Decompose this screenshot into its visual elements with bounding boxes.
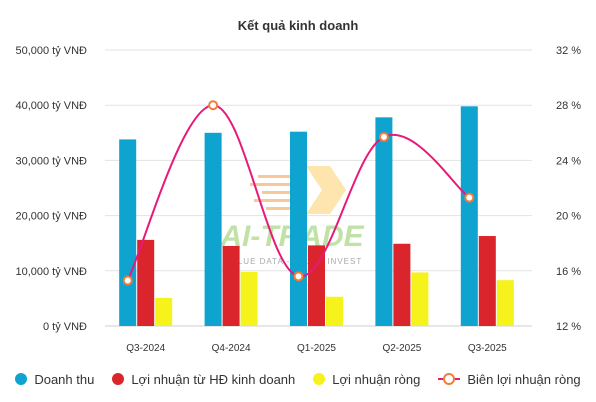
bar-operating-profit	[137, 239, 155, 326]
y-right-tick-label: 20 %	[556, 211, 581, 223]
chart-canvas: Kết quả kinh doanh AI-TRADE VALUE DATA -…	[15, 18, 581, 354]
legend: Doanh thu Lợi nhuận từ HĐ kinh doanh Lợi n…	[0, 364, 596, 394]
margin-point	[208, 100, 219, 111]
bar-revenue	[375, 117, 393, 327]
y-left-tick-label: 40,000 tỷ VNĐ	[15, 100, 87, 112]
legend-item[interactable]: Lợi nhuận ròng	[313, 372, 420, 387]
legend-label: Doanh thu	[34, 371, 95, 387]
y-right-tick-label: 16 %	[556, 266, 581, 278]
x-tick-label: Q1-2025	[297, 343, 336, 354]
margin-point	[122, 275, 133, 286]
margin-line-series	[122, 100, 475, 286]
legend-label: Lợi nhuận từ HĐ kinh doanh	[131, 371, 296, 387]
legend-dot-marker	[112, 373, 125, 385]
legend-dot-marker	[15, 373, 28, 385]
y-left-tick-label: 0 tỷ VNĐ	[43, 321, 87, 333]
bar-operating-profit	[222, 245, 240, 326]
y-right-tick-label: 32 %	[556, 45, 581, 57]
x-tick-label: Q4-2024	[212, 343, 251, 354]
bar-revenue	[119, 139, 137, 326]
legend-item[interactable]: Lợi nhuận từ HĐ kinh doanh	[112, 372, 295, 387]
bar-net-profit	[326, 296, 343, 326]
legend-label: Lợi nhuận ròng	[332, 371, 421, 387]
bar-net-profit	[496, 280, 514, 326]
margin-point	[378, 131, 389, 142]
y-left-tick-label: 10,000 tỷ VNĐ	[15, 266, 87, 278]
y-right-tick-label: 28 %	[556, 100, 581, 112]
y-left-tick-label: 50,000 tỷ VNĐ	[15, 45, 87, 57]
y-axis-left: 0 tỷ VNĐ 10,000 tỷ VNĐ 20,000 tỷ VNĐ 30,000…	[15, 45, 87, 333]
y-right-tick-label: 12 %	[556, 321, 581, 333]
bar-operating-profit	[308, 245, 325, 326]
bar-net-profit	[155, 297, 173, 326]
x-axis: Q3-2024 Q4-2024 Q1-2025 Q2-2025 Q3-2025	[105, 325, 532, 354]
watermark-speed-lines	[250, 175, 298, 210]
y-left-tick-label: 20,000 tỷ VNĐ	[15, 211, 87, 223]
margin-line	[126, 104, 470, 281]
legend-item[interactable]: Doanh thu	[15, 372, 94, 387]
chart-title: Kết quả kinh doanh	[238, 18, 359, 33]
y-right-tick-label: 24 %	[556, 155, 581, 167]
bar-series	[119, 106, 514, 327]
bar-revenue	[460, 106, 478, 326]
legend-label: Biên lợi nhuận ròng	[467, 371, 581, 387]
legend-dot-marker	[313, 373, 326, 385]
bar-operating-profit	[478, 236, 496, 326]
x-tick-label: Q2-2025	[382, 343, 421, 354]
watermark-arrow	[306, 166, 346, 214]
y-left-tick-label: 30,000 tỷ VNĐ	[15, 155, 87, 167]
legend-item[interactable]: Biên lợi nhuận ròng	[438, 371, 581, 387]
bar-revenue	[290, 131, 307, 326]
x-tick-label: Q3-2025	[468, 343, 507, 354]
y-axis-right: 12 % 16 % 20 % 24 % 28 % 32 %	[556, 45, 581, 333]
margin-point	[464, 192, 475, 203]
margin-point	[293, 271, 304, 282]
x-tick-label: Q3-2024	[126, 343, 165, 354]
bar-operating-profit	[393, 243, 411, 326]
bar-revenue	[204, 132, 222, 326]
legend-line-marker	[438, 373, 461, 385]
bar-net-profit	[411, 272, 429, 326]
bar-net-profit	[240, 271, 258, 326]
